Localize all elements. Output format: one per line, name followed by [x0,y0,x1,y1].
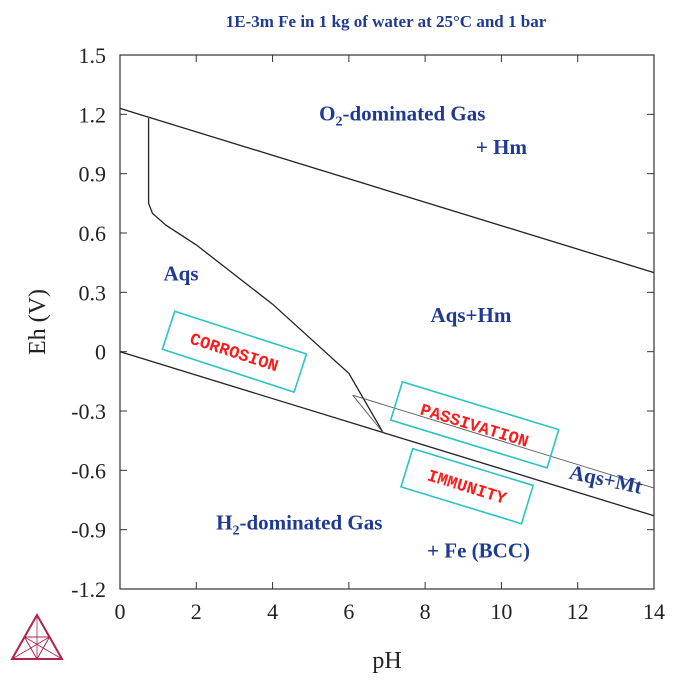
x-tick-label: 2 [191,599,202,624]
boxed-region-label: IMMUNITY [400,447,535,525]
label-box [161,310,308,394]
y-tick-label: -0.9 [71,518,106,543]
y-tick-label: -1.2 [71,577,106,602]
phase-boundaries [119,107,655,517]
region-label: O2-dominated Gas [319,101,485,129]
y-tick-label: 1.5 [79,43,107,68]
x-tick-label: 8 [420,599,431,624]
x-tick-label: 10 [490,599,512,624]
plot-frame [119,54,655,590]
region-label: Aqs+Hm [431,303,512,327]
x-tick-label: 0 [115,599,126,624]
y-tick-label: 0 [95,340,106,365]
x-tick-label: 4 [267,599,278,624]
region-label: Aqs [164,261,199,285]
y-tick-label: -0.6 [71,458,106,483]
boxed-region-label: CORROSION [161,310,308,394]
region-label: H2-dominated Gas [216,511,382,539]
boundary-line [147,118,384,434]
y-tick-label: 0.3 [79,280,107,305]
y-tick-label: 1.2 [79,102,107,127]
label-box [389,380,560,469]
region-label: + Fe (BCC) [427,538,530,562]
y-tick-label: 0.6 [79,221,107,246]
axis-ticks: 0 2 4 6 8 10 12 14 1.5 1.2 0.9 0.6 0.3 0 -0.3 -0.6 -0.9 -… [71,43,665,624]
region-label: + Hm [476,135,528,159]
x-tick-label: 6 [343,599,354,624]
boundary-line [119,351,655,517]
boundary-line [352,394,384,434]
x-tick-label: 14 [643,599,665,624]
thermo-calc-logo-icon [10,612,64,660]
x-axis-label: pH [372,648,401,674]
boundary-line [119,107,655,274]
region-labels: O2-dominated Gas+ HmAqsAqs+HmAqs+MtH2-do… [164,101,645,562]
boundary-line [352,394,655,489]
boxed-region-label: PASSIVATION [389,380,560,469]
boxed-label-text: CORROSION [187,331,280,377]
y-tick-label: -0.3 [71,399,106,424]
chart-title: 1E-3m Fe in 1 kg of water at 25°C and 1 … [226,12,547,31]
y-axis-label: Eh (V) [25,289,51,355]
y-tick-label: 0.9 [79,162,107,187]
label-box [400,447,535,525]
x-tick-label: 12 [567,599,589,624]
